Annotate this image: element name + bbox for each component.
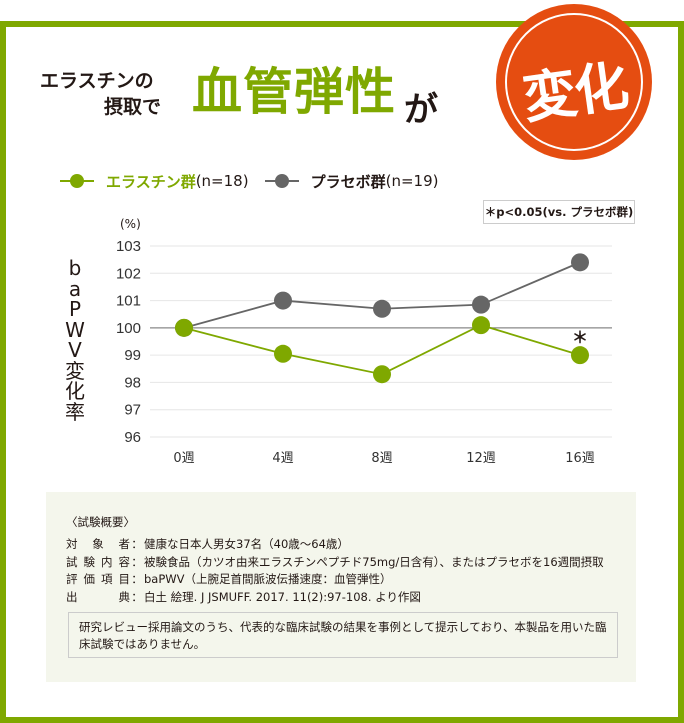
significance-note: ＊p<0.05(vs. プラセボ群) [483,200,635,224]
y-tick-label: 98 [124,374,141,391]
x-tick-label: 4週 [272,451,293,466]
significance-asterisk: ＊ [572,328,588,347]
legend-n-placebo: (n=19) [385,172,439,190]
legend-label-elastin: エラスチン群 [106,172,196,191]
y-tick-label: 97 [124,402,141,419]
data-point-dot-icon [175,318,193,337]
title-particle: が [404,90,438,130]
data-point-dot-icon [571,346,589,365]
y-tick-label: 103 [116,238,141,255]
data-point-dot-icon [472,316,490,335]
chart-series: ＊ [175,253,589,384]
summary-row-endpoint: 評価項目： baPWV（上腕足首間脈波伝播速度：血管弾性） [66,572,392,586]
y-tick-label: 100 [116,320,141,337]
series-line [183,261,581,329]
summary-row-subjects: 対象者：健康な日本人男女37名（40歳〜64歳） [66,537,349,551]
y-tick-label: 99 [124,347,141,364]
line-chart: 103 102 101 100 99 98 97 96 0週 4週 8週 12週 16週 ＊ [116,238,612,466]
chart-legend: エラスチン群 (n=18) プラセボ群 (n=19) [60,170,454,192]
data-point-dot-icon [472,295,490,314]
legend-marker-grey-dot-icon [264,170,299,192]
x-tick-label: 12週 [466,451,496,466]
y-axis-unit: (%) [120,217,141,231]
summary-row-content: 試験内容：被験食品（カツオ由来エラスチンペプチド75mg/日含有）、またはプラセ… [66,554,604,569]
stamp-ring [505,13,643,151]
x-tick-label: 16週 [565,451,595,466]
y-axis-ticks: 103 102 101 100 99 98 97 96 [116,238,141,446]
y-tick-label: 96 [124,429,141,446]
x-tick-label: 0週 [173,451,194,466]
legend-item-placebo: プラセボ群 (n=19) [264,170,439,192]
legend-label-placebo: プラセボ群 [310,172,386,191]
x-axis-ticks: 0週 4週 8週 12週 16週 [173,451,594,466]
summary-rows: 対象者：健康な日本人男女37名（40歳〜64歳） 試験内容：被験食品（カツオ由来… [66,536,604,606]
data-point-dot-icon [571,253,589,272]
title-emphasis: 血管弾性 [192,63,396,121]
chart-gridlines [150,245,612,438]
legend-marker-green-dot-icon [60,170,94,192]
data-point-dot-icon [274,291,292,310]
trial-summary-panel: 〈試験概要〉 対象者：健康な日本人男女37名（40歳〜64歳） 試験内容：被験食… [46,492,636,682]
data-point-dot-icon [373,299,391,318]
disclaimer-note: 研究レビュー採用論文のうち、代表的な臨床試験の結果を事例として提示しており、本製… [68,612,618,658]
legend-item-elastin: エラスチン群 (n=18) [60,170,249,192]
change-stamp-badge: 変化 [496,4,652,160]
title-line-2: 摂取で [104,96,162,118]
summary-title: 〈試験概要〉 [66,515,135,529]
y-tick-label: 102 [116,265,141,282]
y-tick-label: 101 [116,293,141,310]
data-point-dot-icon [373,365,391,384]
data-point-dot-icon [274,344,292,363]
legend-n-elastin: (n=18) [195,172,249,190]
x-tick-label: 8週 [371,451,392,466]
summary-row-source: 出典：白土 絵理. J JSMUFF. 2017. 11(2):97-108. … [66,589,421,604]
title-line-1: エラスチンの [40,70,154,92]
